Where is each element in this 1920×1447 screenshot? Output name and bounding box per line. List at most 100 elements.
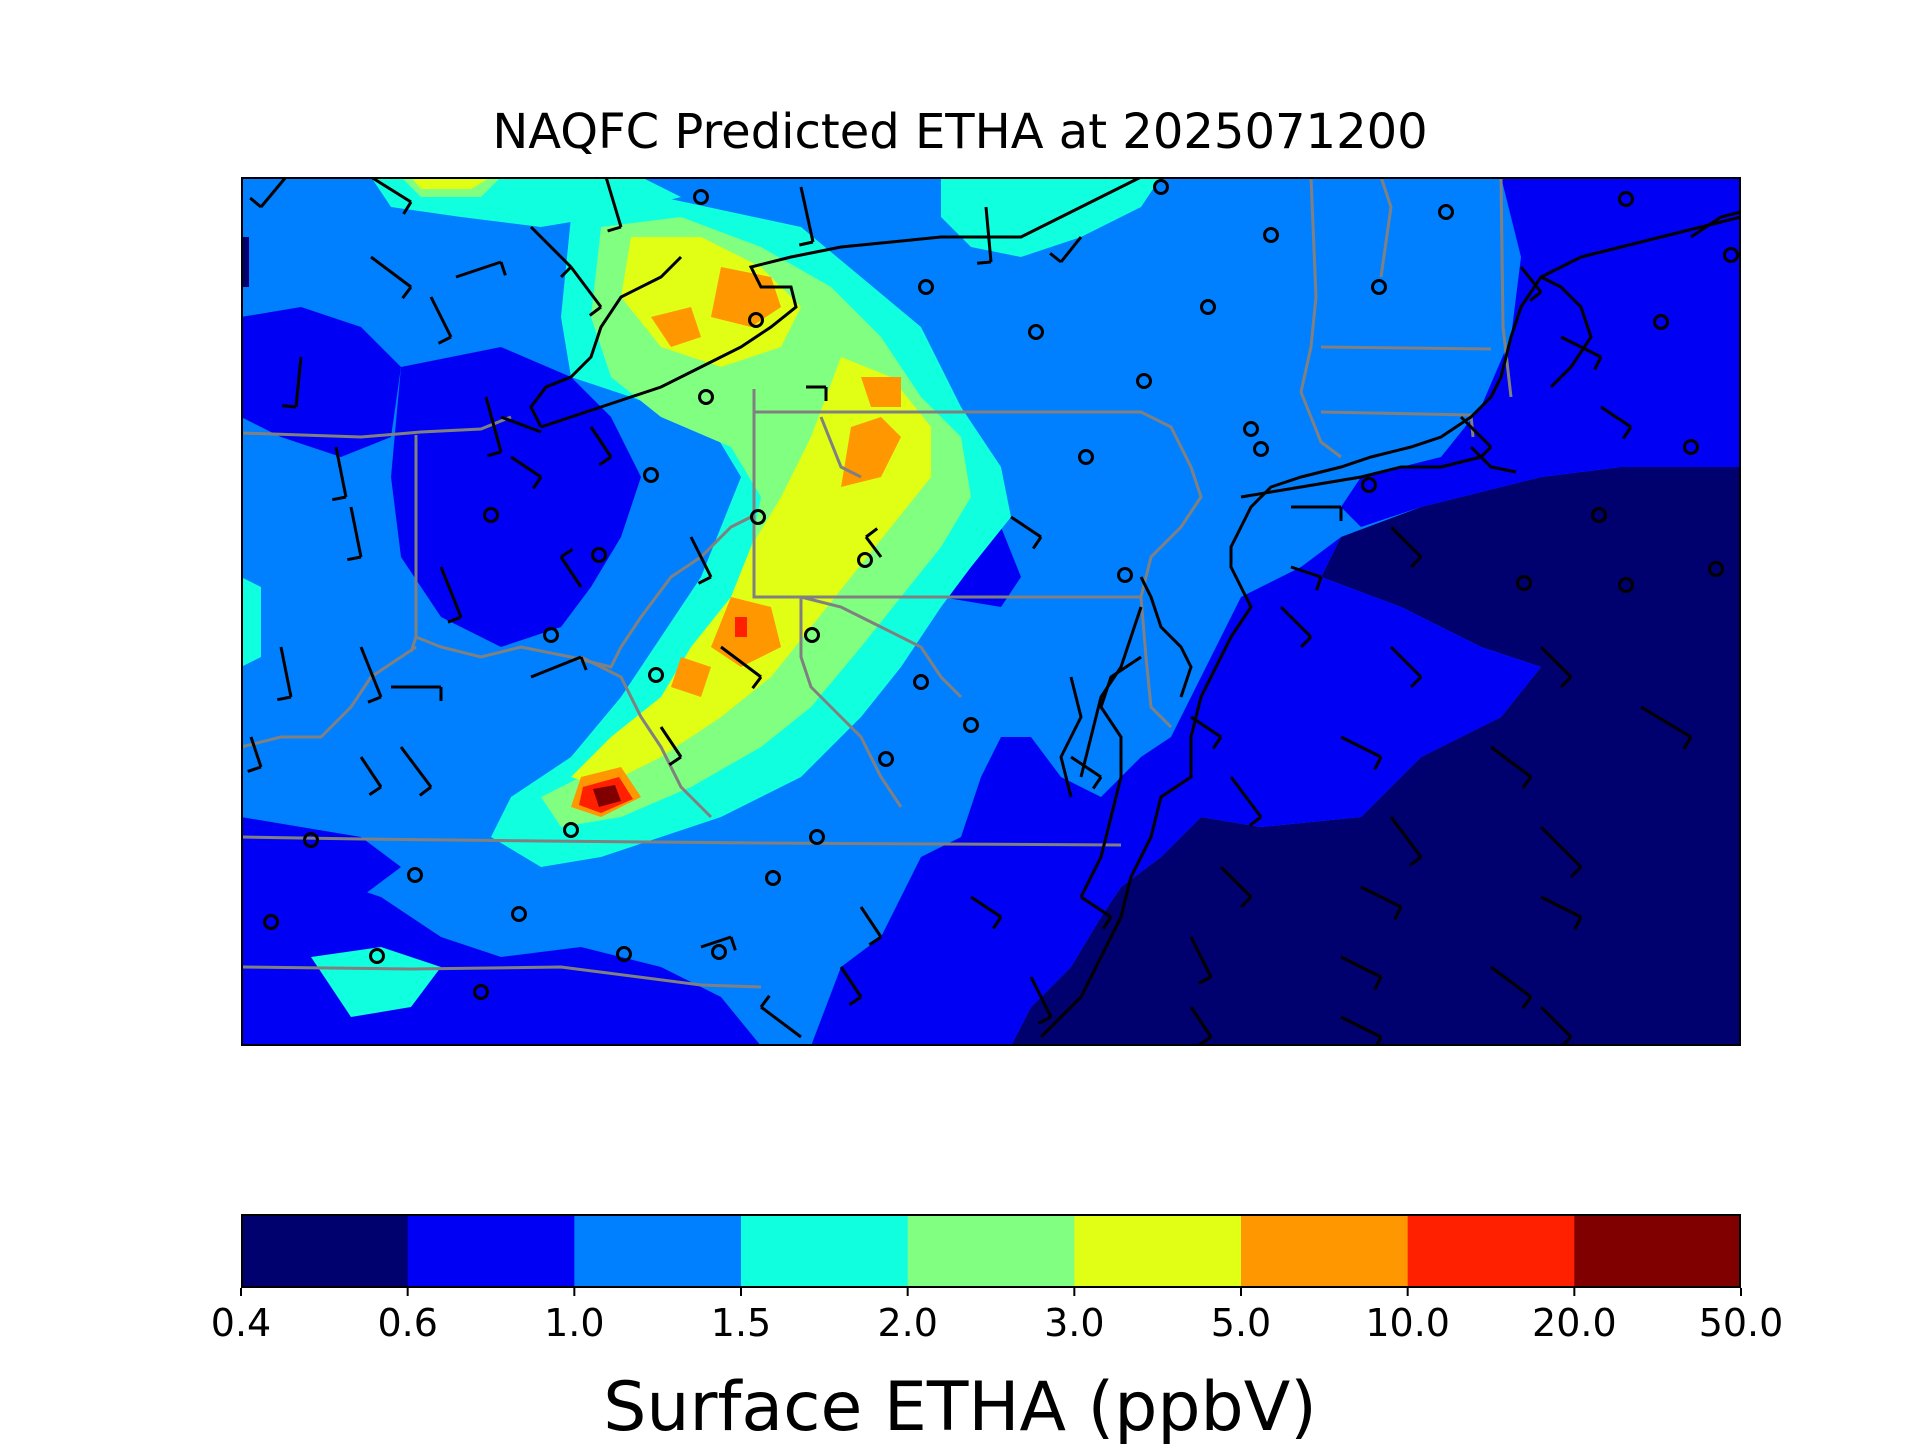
colorbar-frame — [241, 1214, 1741, 1288]
station-circle — [809, 829, 825, 845]
wind-barb-flag — [751, 676, 763, 690]
wind-barb-flag — [401, 286, 413, 300]
wind-barb-staff — [1640, 705, 1692, 739]
wind-barb-staff — [334, 446, 348, 498]
field-cyan-sw — [311, 947, 441, 1017]
station-circle — [750, 509, 766, 525]
wind-barb-staff — [1360, 885, 1402, 909]
field-blue-ohio — [391, 347, 641, 647]
wind-barb-staff — [294, 356, 303, 408]
wind-barb-flag — [1240, 895, 1253, 908]
colorbar-tick-label: 10.0 — [1365, 1301, 1450, 1345]
wind-barb-staff — [1080, 895, 1112, 919]
field-orange-3 — [841, 417, 901, 487]
wind-barb-staff — [359, 646, 383, 698]
station-circle — [1153, 179, 1169, 195]
wind-barb-staff — [530, 655, 582, 679]
wind-barb-flag — [1373, 756, 1383, 771]
wind-barb-flag — [560, 547, 574, 559]
wind-barb-flag — [1197, 975, 1212, 985]
station-circle — [543, 627, 559, 643]
wind-barb-flag — [347, 555, 362, 562]
wind-barb-staff — [1389, 645, 1423, 679]
station-circle — [1361, 477, 1377, 493]
colorbar-segment — [241, 1214, 409, 1288]
wind-barb-staff — [1189, 1006, 1213, 1038]
wind-barb-staff — [659, 726, 683, 758]
wind-barb-staff — [349, 506, 363, 558]
wind-barb-flag — [1593, 356, 1603, 371]
station-circle — [1516, 575, 1532, 591]
wind-barb-flag — [1049, 252, 1062, 264]
wind-barb-flag — [1682, 736, 1693, 750]
station-circle — [1683, 439, 1699, 455]
wind-barb-flag — [1101, 916, 1113, 930]
wind-barb-staff — [1540, 895, 1582, 919]
station-circle — [473, 984, 489, 1000]
station-circle — [1371, 279, 1387, 295]
wind-barb-staff — [1560, 335, 1602, 359]
wind-barb-flag — [332, 495, 347, 502]
station-circle — [1708, 561, 1724, 577]
wind-barb-flag — [668, 755, 682, 767]
wind-barb-flag — [281, 404, 297, 409]
wind-barb-flag — [868, 935, 882, 947]
station-circle — [643, 467, 659, 483]
wind-barb-flag — [368, 785, 382, 797]
wind-barb-flag — [1410, 555, 1423, 568]
field-orange-2 — [651, 307, 701, 347]
colorbar-tick-label: 20.0 — [1532, 1301, 1617, 1345]
colorbar-segment — [1574, 1214, 1741, 1288]
station-circle — [748, 312, 764, 328]
wind-barb-staff — [359, 756, 383, 788]
wind-barb-flag — [865, 527, 879, 539]
wind-barb-staff — [1459, 415, 1493, 449]
wind-barb-staff — [370, 255, 412, 289]
wind-barb-staff — [429, 296, 453, 338]
wind-barb-flag — [1211, 736, 1223, 750]
wind-barb-staff — [1219, 865, 1253, 899]
colorbar-label: Surface ETHA (ppbV) — [603, 1368, 1317, 1447]
station-circle — [648, 667, 664, 683]
station-circle — [711, 944, 727, 960]
wind-barb-flag — [976, 260, 992, 265]
colorbar-ticks: 0.4 0.6 1.0 1.5 2.0 3.0 5.0 10.0 20.0 50.0 — [211, 1288, 1783, 1348]
station-circle — [563, 822, 579, 838]
station-circle — [913, 674, 929, 690]
wind-barb-staff — [1010, 515, 1042, 539]
wind-barb-flag — [247, 765, 262, 773]
colorbar-segment — [407, 1214, 575, 1288]
station-markers — [263, 179, 1739, 1000]
wind-barb-flag — [1198, 1035, 1212, 1046]
wind-barb-staff — [1490, 965, 1532, 999]
station-circle — [963, 717, 979, 733]
colorbar-tick-label: 1.0 — [544, 1301, 604, 1345]
field-red-2 — [735, 617, 747, 637]
wind-barb-staff — [760, 1005, 802, 1039]
wind-barb-staff — [589, 426, 613, 458]
wind-barb-flag — [1521, 776, 1533, 790]
station-circle — [616, 946, 632, 962]
wind-barb-staff — [455, 260, 502, 279]
wind-barb-flag — [437, 335, 452, 345]
field-ocean-darkblue — [1011, 467, 1741, 1046]
wind-barb-flag — [1521, 996, 1533, 1010]
wind-barb-staff — [1600, 405, 1632, 429]
station-circle — [857, 552, 873, 568]
wind-barb-flag — [1300, 635, 1313, 648]
field-blue-northwest — [241, 307, 401, 457]
wind-barb-flag — [848, 995, 862, 1007]
station-circle — [1117, 567, 1133, 583]
wind-barb-flag — [367, 695, 382, 704]
wind-barb-staff — [839, 966, 863, 998]
wind-barb-flag — [1408, 855, 1422, 867]
station-circle — [1136, 373, 1152, 389]
wind-barb-flag — [560, 265, 573, 278]
map-frame — [241, 177, 1741, 1046]
station-circle — [369, 948, 385, 964]
wind-barb-staff — [859, 906, 883, 938]
wind-barb-staff — [1290, 565, 1322, 579]
wind-barb-staff — [370, 177, 412, 204]
station-circle — [698, 389, 714, 405]
station-circle — [1078, 449, 1094, 465]
